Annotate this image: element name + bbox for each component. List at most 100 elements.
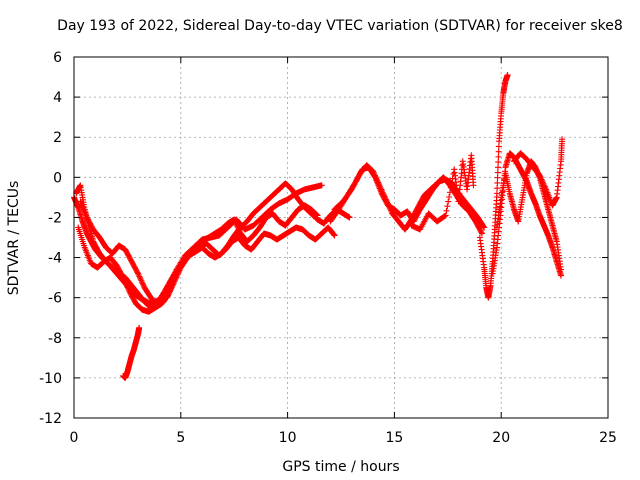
data-point	[559, 136, 566, 143]
data-point	[558, 272, 565, 279]
data-point	[382, 194, 389, 201]
data-point	[120, 274, 127, 281]
data-point	[374, 178, 381, 185]
data-point	[124, 284, 131, 291]
data-point	[447, 184, 454, 191]
data-point	[231, 216, 238, 223]
y-axis-ticks: -12 -10 -8 -6 -4 -2 0 2 4 6	[39, 50, 608, 427]
data-point	[494, 169, 501, 176]
grid-lines	[74, 57, 608, 418]
data-point	[231, 217, 238, 224]
data-point	[139, 280, 146, 287]
data-point	[494, 179, 501, 186]
data-point	[495, 159, 502, 166]
data-point	[542, 184, 549, 191]
data-point	[232, 219, 239, 226]
data-point	[377, 185, 384, 192]
data-point	[375, 179, 382, 186]
data-point	[373, 175, 380, 182]
data-point	[125, 287, 132, 294]
data-point	[558, 266, 565, 273]
data-point	[376, 182, 383, 189]
data-points	[71, 72, 566, 381]
data-point	[495, 153, 502, 160]
data-point	[123, 283, 130, 290]
data-point	[480, 223, 487, 230]
x-tick-label: 25	[599, 430, 617, 446]
data-point	[386, 203, 393, 210]
x-tick-label: 5	[176, 430, 185, 446]
data-point	[386, 204, 393, 211]
data-point	[444, 203, 451, 210]
data-point	[442, 212, 449, 219]
data-point	[478, 230, 485, 237]
data-point	[122, 278, 129, 285]
data-point	[121, 277, 128, 284]
data-point	[541, 183, 548, 190]
data-point	[331, 232, 338, 239]
y-tick-label: -6	[48, 291, 62, 307]
data-point	[378, 186, 385, 193]
data-point	[371, 171, 378, 178]
plot-frame	[73, 56, 609, 419]
data-point	[446, 189, 453, 196]
data-point	[379, 187, 386, 194]
y-tick-label: -4	[48, 251, 62, 267]
data-point	[346, 214, 353, 221]
data-point	[136, 324, 143, 331]
data-point	[494, 174, 501, 181]
chart-title: Day 193 of 2022, Sidereal Day-to-day VTE…	[57, 18, 623, 34]
data-point	[536, 172, 543, 179]
data-point	[371, 172, 378, 179]
data-point	[135, 272, 142, 279]
data-point	[233, 222, 240, 229]
data-point	[120, 276, 127, 283]
data-point	[538, 176, 545, 183]
data-point	[385, 202, 392, 209]
data-point	[383, 197, 390, 204]
data-point	[379, 189, 386, 196]
x-tick-label: 0	[70, 430, 79, 446]
data-point	[375, 180, 382, 187]
data-point	[370, 169, 377, 176]
data-point	[494, 185, 501, 192]
data-point	[140, 281, 147, 288]
data-point	[380, 190, 387, 197]
y-axis-label: SDTVAR / TECUs	[6, 181, 22, 296]
data-point	[138, 277, 145, 284]
x-axis-ticks: 0 5 10 15 20 25	[70, 57, 617, 446]
data-point	[123, 281, 130, 288]
data-point	[384, 200, 391, 207]
data-point	[481, 224, 488, 231]
data-point	[119, 273, 126, 280]
data-point	[135, 270, 142, 277]
y-tick-label: 4	[53, 90, 62, 106]
data-point	[382, 196, 389, 203]
data-point	[541, 182, 548, 189]
data-point	[384, 199, 391, 206]
data-point	[372, 173, 379, 180]
data-point	[495, 148, 502, 155]
y-tick-label: -2	[48, 210, 62, 226]
y-tick-label: -12	[39, 411, 62, 427]
data-point	[166, 287, 173, 294]
data-point	[318, 182, 325, 189]
data-point	[540, 180, 547, 187]
data-point	[478, 229, 485, 236]
data-point	[387, 206, 394, 213]
data-point	[380, 192, 387, 199]
data-point	[504, 72, 511, 79]
data-point	[330, 231, 337, 238]
data-point	[495, 143, 502, 150]
data-point	[137, 274, 144, 281]
data-point	[373, 176, 380, 183]
y-tick-label: -10	[39, 371, 62, 387]
data-point	[443, 207, 450, 214]
y-tick-label: 6	[53, 50, 62, 66]
x-tick-label: 20	[492, 430, 510, 446]
x-axis-label: GPS time / hours	[282, 459, 399, 475]
data-point	[448, 180, 455, 187]
data-point	[494, 164, 501, 171]
data-point	[493, 190, 500, 197]
